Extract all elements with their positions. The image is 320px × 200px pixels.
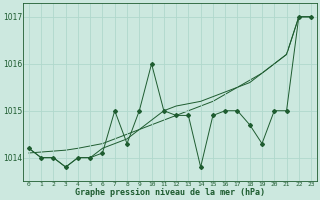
X-axis label: Graphe pression niveau de la mer (hPa): Graphe pression niveau de la mer (hPa) <box>75 188 265 197</box>
